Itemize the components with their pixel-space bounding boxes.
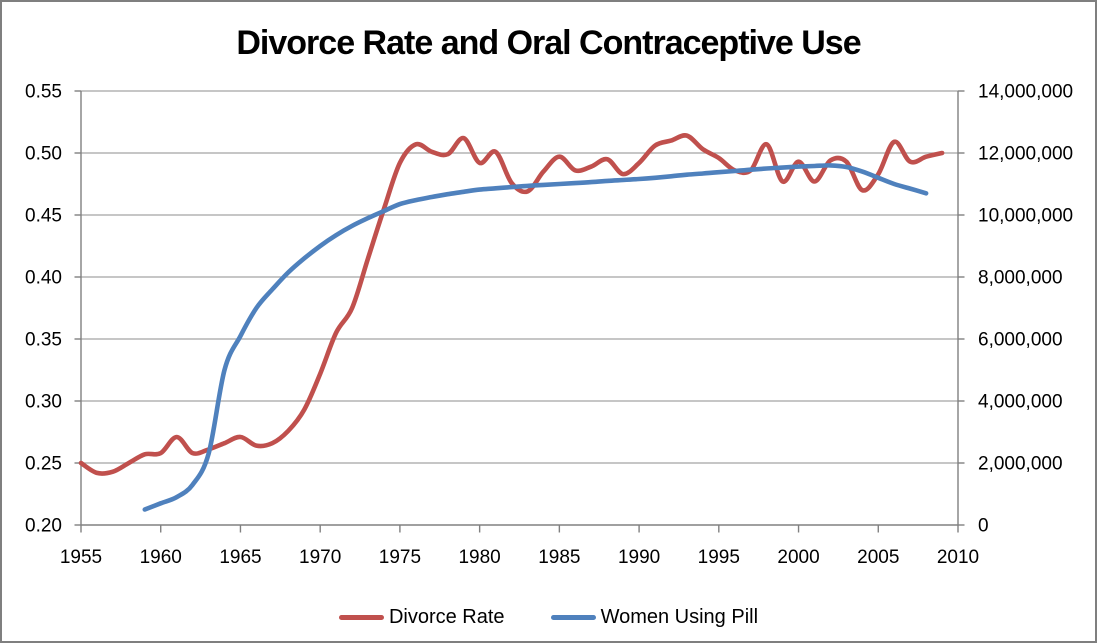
y-right-tick-label: 10,000,000 bbox=[978, 206, 1073, 227]
y-right-tick-label: 12,000,000 bbox=[978, 144, 1073, 165]
women-using-pill-line bbox=[142, 163, 929, 512]
x-tick-label: 1985 bbox=[538, 547, 580, 568]
x-tick-label: 1965 bbox=[219, 547, 261, 568]
x-tick-label: 1955 bbox=[60, 547, 102, 568]
x-tick-label: 1995 bbox=[698, 547, 740, 568]
legend-item-women-using-pill: Women Using Pill bbox=[550, 605, 759, 629]
legend-label-women-using-pill: Women Using Pill bbox=[600, 605, 759, 628]
divorce-rate-line bbox=[78, 133, 945, 476]
x-tick-label: 2005 bbox=[857, 547, 899, 568]
y-right-tick-label: 2,000,000 bbox=[978, 454, 1063, 475]
x-tick-label: 2000 bbox=[777, 547, 819, 568]
y-right-tick-label: 4,000,000 bbox=[978, 392, 1063, 413]
legend-label-divorce-rate: Divorce Rate bbox=[388, 605, 505, 628]
x-tick-label: 2010 bbox=[937, 547, 979, 568]
legend-swatch-women-using-pill-line-icon bbox=[550, 614, 596, 620]
y-right-tick-label: 6,000,000 bbox=[978, 330, 1063, 351]
x-tick-label: 1980 bbox=[458, 547, 500, 568]
y-left-tick-label: 0.20 bbox=[25, 516, 62, 537]
x-tick-label: 1970 bbox=[299, 547, 341, 568]
y-left-tick-label: 0.45 bbox=[25, 206, 62, 227]
x-tick-label: 1990 bbox=[618, 547, 660, 568]
y-left-tick-label: 0.25 bbox=[25, 454, 62, 475]
chart-title: Divorce Rate and Oral Contraceptive Use bbox=[236, 24, 861, 62]
y-left-tick-label: 0.30 bbox=[25, 392, 62, 413]
legend-swatch-divorce-rate-line-icon bbox=[338, 614, 384, 620]
y-left-tick-label: 0.55 bbox=[25, 82, 62, 103]
legend-item-divorce-rate: Divorce Rate bbox=[338, 605, 505, 629]
y-right-tick-label: 8,000,000 bbox=[978, 268, 1063, 289]
y-right-tick-label: 0 bbox=[978, 516, 989, 537]
y-left-tick-label: 0.40 bbox=[25, 268, 62, 289]
y-right-tick-label: 14,000,000 bbox=[978, 82, 1073, 103]
legend: Divorce Rate Women Using Pill bbox=[2, 602, 1095, 632]
y-left-tick-label: 0.50 bbox=[25, 144, 62, 165]
x-tick-label: 1975 bbox=[379, 547, 421, 568]
y-left-tick-label: 0.35 bbox=[25, 330, 62, 351]
x-tick-label: 1960 bbox=[140, 547, 182, 568]
